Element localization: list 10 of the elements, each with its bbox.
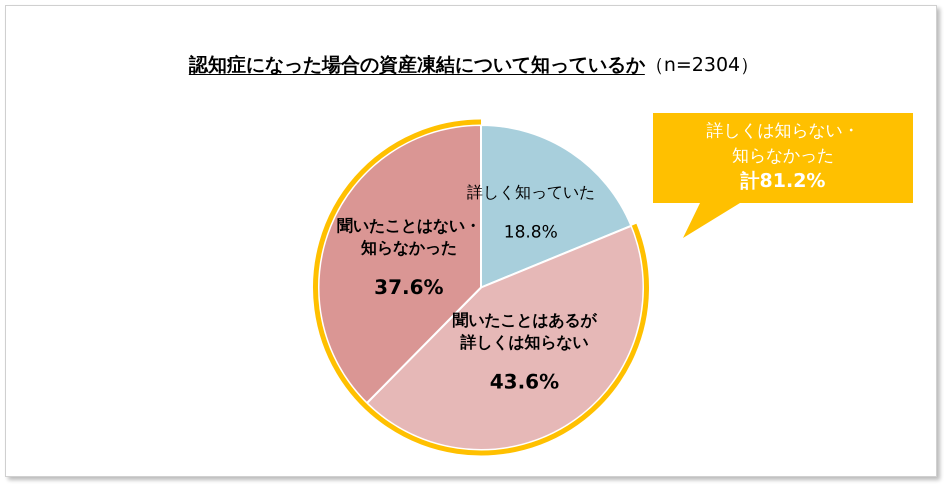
data-label: 37.6% xyxy=(374,275,444,300)
slice-label: 聞いたことはない・知らなかった xyxy=(336,216,481,258)
chart-title: 認知症になった場合の資産凍結について知っているか xyxy=(188,54,645,76)
data-label: 18.8% xyxy=(504,222,558,243)
slice-label: 詳しく知っていた xyxy=(466,182,595,202)
data-label: 43.6% xyxy=(490,369,560,394)
slice-label: 聞いたことはあるが詳しくは知らない xyxy=(452,310,598,352)
text: 詳しくは知らない・知らなかった xyxy=(706,120,860,168)
text: 計81.2% xyxy=(739,169,826,194)
text: （n=2304） xyxy=(644,54,760,76)
